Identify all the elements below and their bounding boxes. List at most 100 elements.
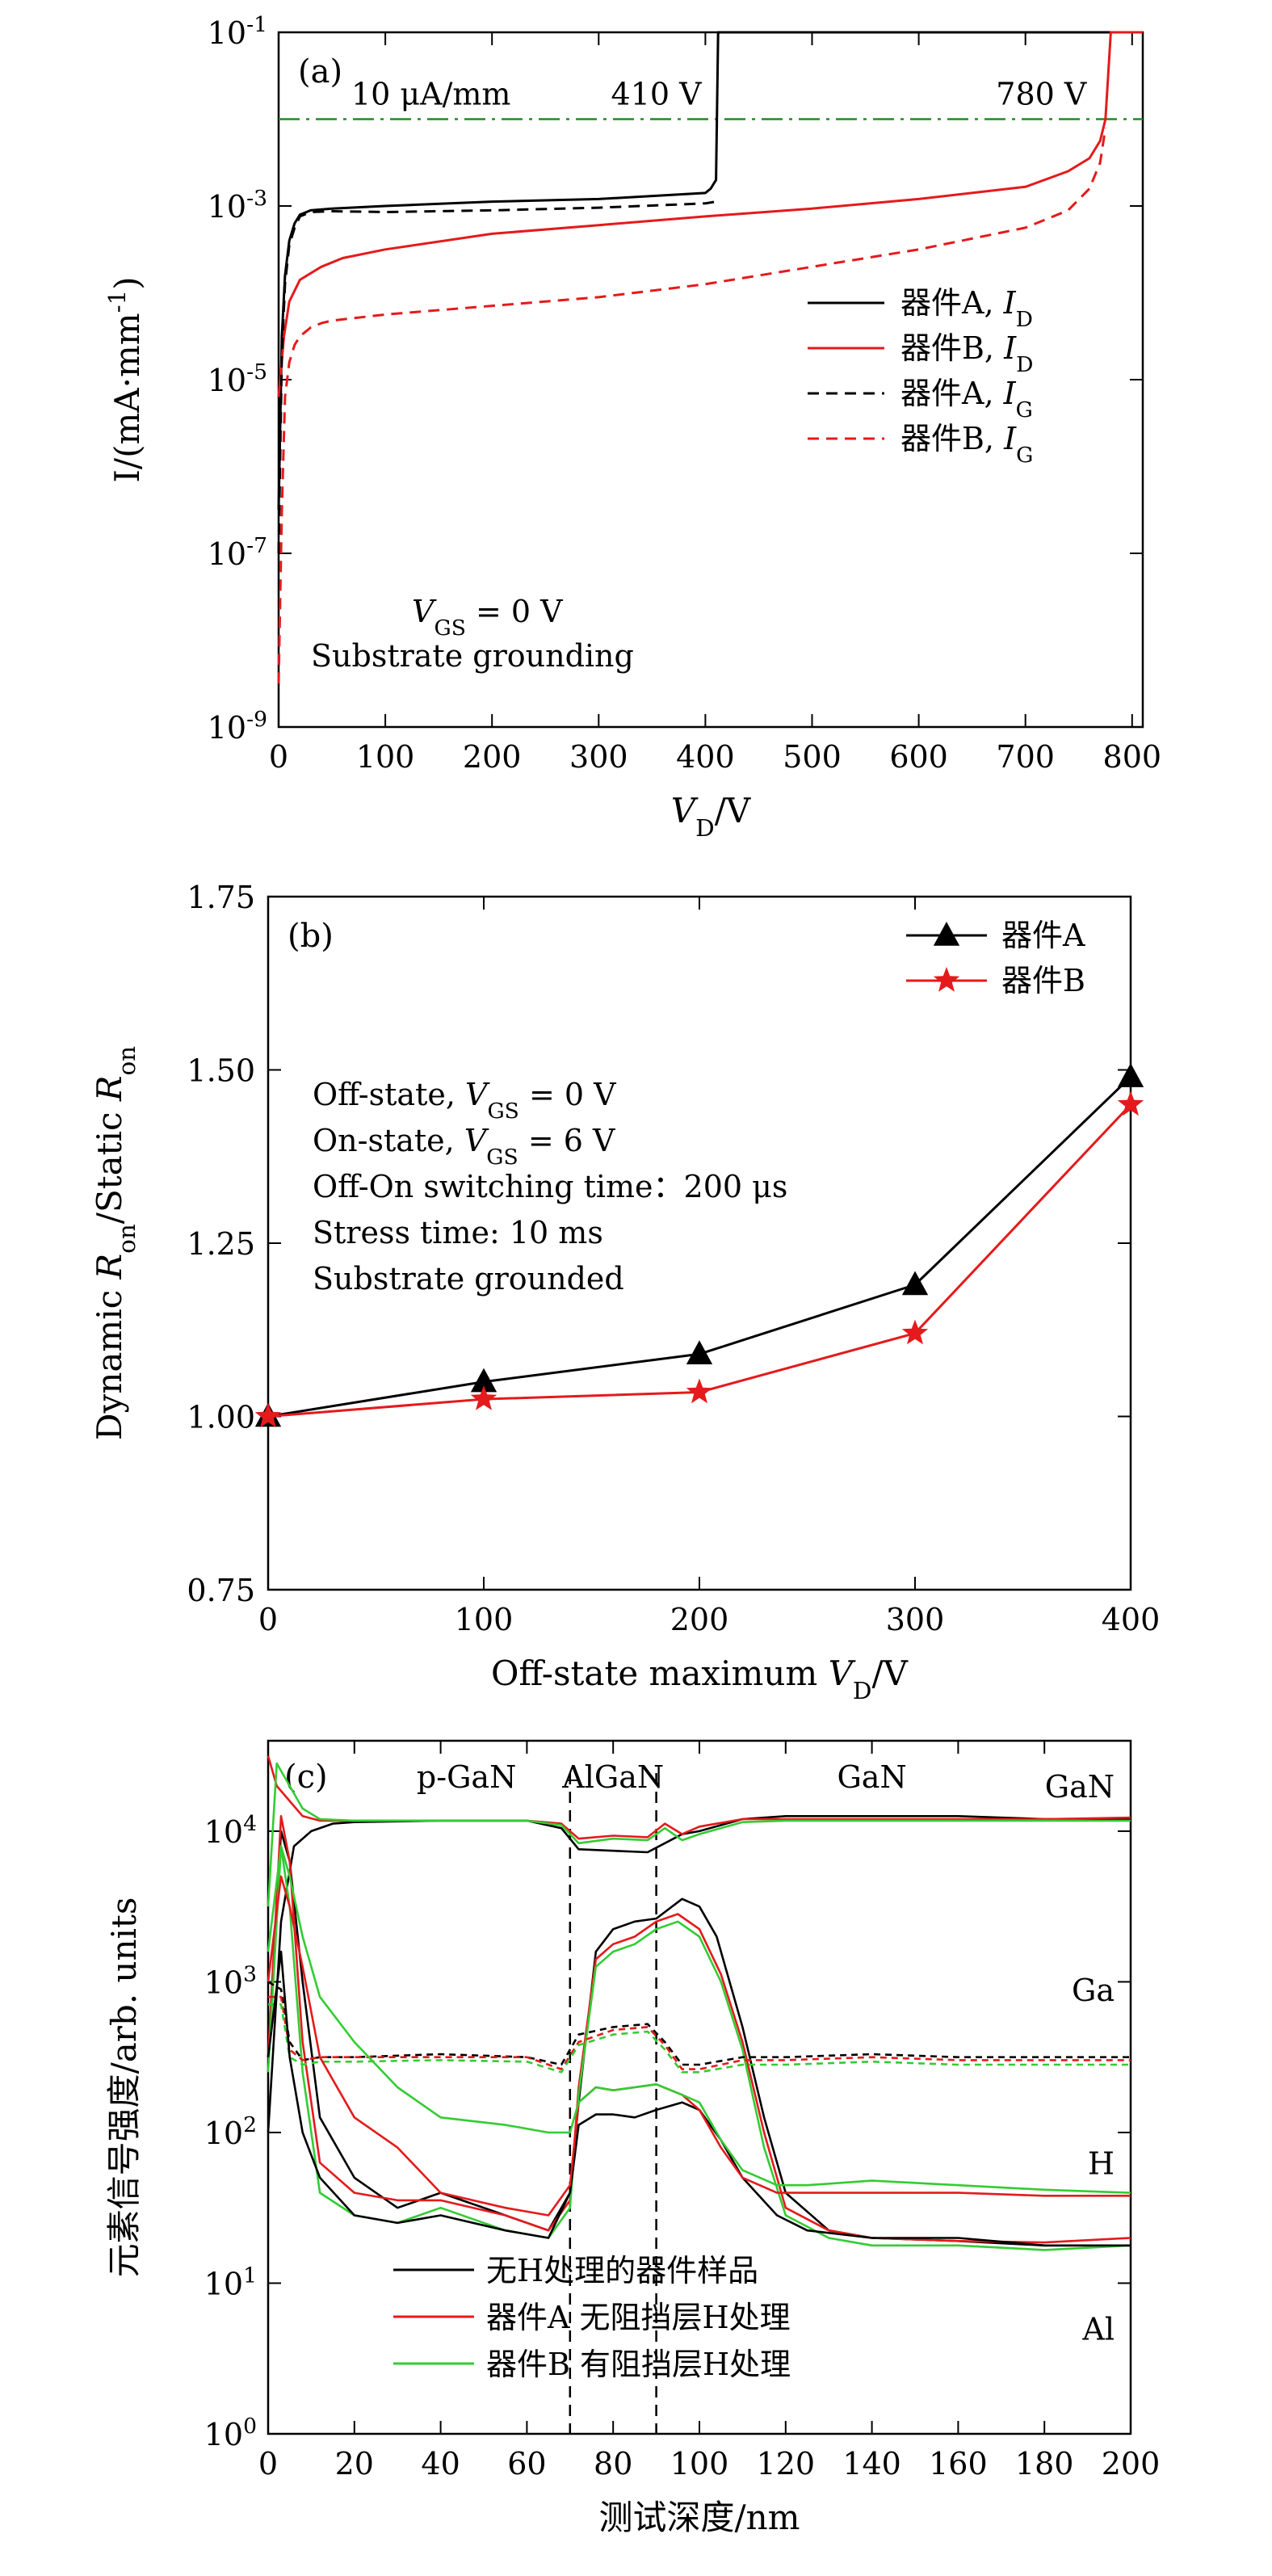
condition-text: Off-On switching time：200 μs: [313, 1169, 787, 1204]
element-label: GaN: [1045, 1769, 1115, 1805]
marker-star: [470, 1385, 497, 1410]
panel-c: 0 20 40 60 80 100 120 140 160 180 200 100 101 102 103 1…: [104, 1739, 1161, 2537]
series-line-11: [267, 1845, 1131, 2194]
x-tick-label: 800: [1103, 739, 1162, 775]
x-axis-label: Off-state maximum VD/V: [491, 1654, 909, 1704]
marker-triangle: [1117, 1063, 1144, 1087]
legend-label: 无H处理的器件样品: [486, 2253, 758, 2288]
y-tick-label: 10-9: [208, 707, 267, 746]
condition-text: On-state, VGS = 6 V: [313, 1123, 615, 1170]
marker-triangle: [901, 1271, 929, 1296]
x-tick-label: 0: [258, 2446, 278, 2481]
series-line-6: [267, 1981, 1131, 2066]
condition-text: Substrate grounded: [313, 1261, 624, 1296]
legend-label: 器件A, IG: [900, 376, 1033, 422]
threshold-label: 10 μA/mm: [351, 77, 510, 112]
panel-label: (a): [298, 53, 342, 90]
y-tick-label: 10-1: [208, 12, 267, 52]
series-line-8: [268, 2003, 1131, 2074]
y-tick-label: 1.75: [187, 880, 255, 915]
x-tick-label: 700: [996, 739, 1055, 775]
x-tick-label: 200: [463, 739, 522, 775]
panel-a: 0 100 200 300 400 500 600 700 800 10-9 10-7 10-5 10-…: [103, 12, 1161, 843]
legend-label: 器件B, IG: [900, 421, 1033, 468]
region-label: GaN: [837, 1759, 906, 1795]
x-tick-label: 0: [269, 739, 288, 775]
y-tick-label: 1.50: [187, 1053, 255, 1089]
region-label: p-GaN: [417, 1759, 516, 1795]
panel-label: (b): [288, 918, 334, 955]
x-tick-label: 300: [569, 739, 628, 775]
legend-label: 器件A, ID: [900, 285, 1033, 332]
y-tick-label: 101: [204, 2263, 257, 2302]
x-axis-label: 测试深度/nm: [598, 2498, 800, 2537]
condition-text: VGS = 0 V: [412, 594, 563, 641]
legend-label: 器件B 有阻挡层H处理: [486, 2347, 791, 2382]
series-line-1: [277, 31, 1143, 397]
element-label: Al: [1081, 2311, 1115, 2347]
x-tick-label: 180: [1015, 2446, 1074, 2481]
marker-triangle: [686, 1340, 713, 1365]
legend-label: 器件A 无阻挡层H处理: [486, 2300, 791, 2335]
y-tick-label: 103: [204, 1961, 257, 2001]
x-tick-label: 400: [1102, 1602, 1161, 1637]
x-tick-label: 0: [258, 1602, 278, 1637]
x-tick-label: 80: [594, 2446, 632, 2481]
x-tick-label: 100: [356, 739, 415, 775]
x-tick-label: 160: [929, 2446, 988, 2481]
y-axis-label: Dynamic Ron/Static Ron: [90, 1046, 141, 1440]
x-tick-label: 100: [670, 2446, 729, 2481]
legend-label: 器件A: [1001, 918, 1085, 953]
y-tick-label: 100: [204, 2414, 257, 2453]
marker-star: [933, 967, 960, 992]
y-tick-label: 10-7: [208, 533, 267, 573]
marker-star: [1117, 1090, 1144, 1116]
series-line-3: [277, 128, 1107, 684]
series-line-1: [267, 1755, 1131, 1840]
y-tick-label: 0.75: [187, 1573, 255, 1608]
series-line-0: [267, 1815, 1131, 2133]
y-tick-label: 1.00: [187, 1400, 255, 1435]
x-tick-label: 600: [889, 739, 948, 775]
element-label: H: [1088, 2145, 1115, 2181]
condition-text: Off-state, VGS = 0 V: [313, 1077, 616, 1124]
y-axis-label: I/(mA·mm-1): [103, 276, 147, 482]
series-line-4: [267, 1815, 1131, 2244]
x-tick-label: 200: [1102, 2446, 1161, 2481]
marker-star: [686, 1378, 713, 1404]
series-line-9: [267, 1950, 1131, 2247]
legend-label: 器件B, ID: [900, 330, 1033, 377]
x-tick-label: 120: [757, 2446, 816, 2481]
x-tick-label: 60: [507, 2446, 546, 2481]
series-line-10: [267, 1875, 1131, 2217]
marker-triangle: [470, 1368, 497, 1393]
condition-text: Substrate grounding: [311, 638, 634, 674]
series-line-3: [267, 1830, 1131, 2247]
breakdown-label-a: 410 V: [611, 77, 703, 112]
region-label: AlGaN: [561, 1759, 664, 1795]
x-tick-label: 100: [455, 1602, 514, 1637]
x-tick-label: 400: [676, 739, 735, 775]
series-line-2: [277, 200, 716, 554]
x-tick-label: 200: [670, 1602, 729, 1637]
x-axis-label: VD/V: [671, 791, 751, 842]
x-tick-label: 40: [421, 2446, 460, 2481]
marker-star: [254, 1402, 282, 1428]
marker-triangle: [933, 922, 960, 946]
panel-b: 0 100 200 300 400 0.75 1.00 1.25 1.50 1.75 (b) 器件A 器…: [90, 880, 1160, 1704]
x-tick-label: 140: [842, 2446, 901, 2481]
x-tick-label: 300: [886, 1602, 945, 1637]
y-tick-label: 10-3: [208, 186, 267, 225]
y-tick-label: 104: [204, 1810, 257, 1850]
element-label: Ga: [1072, 1973, 1115, 2008]
x-tick-label: 500: [783, 739, 842, 775]
legend-label: 器件B: [1001, 963, 1085, 998]
y-tick-label: 102: [204, 2112, 257, 2151]
breakdown-label-b: 780 V: [996, 77, 1087, 112]
series-line-2: [267, 1762, 1131, 1907]
marker-star: [901, 1319, 929, 1345]
y-axis-label: 元素信号强度/arb. units: [104, 1897, 144, 2278]
series-line-0: [277, 31, 1143, 511]
x-tick-label: 20: [335, 2446, 374, 2481]
y-tick-label: 1.25: [187, 1226, 255, 1262]
